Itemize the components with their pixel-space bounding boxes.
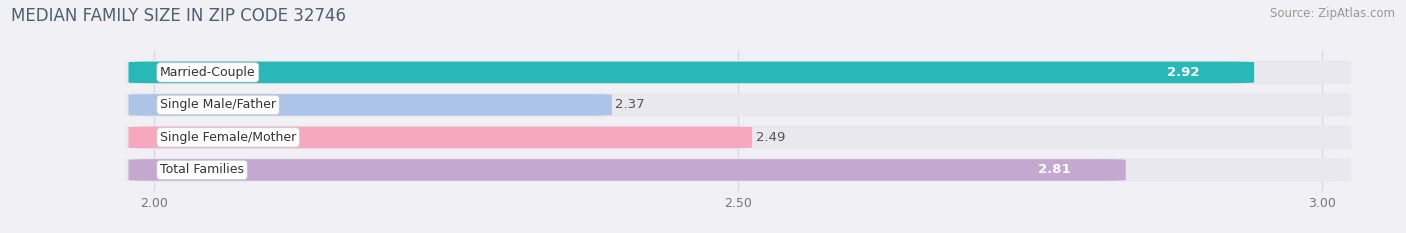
FancyBboxPatch shape	[128, 94, 612, 116]
Text: Total Families: Total Families	[160, 163, 245, 176]
Text: 2.49: 2.49	[755, 131, 785, 144]
Text: 2.81: 2.81	[1038, 163, 1071, 176]
Text: 2.92: 2.92	[1167, 66, 1199, 79]
FancyBboxPatch shape	[125, 93, 1351, 117]
Text: Single Male/Father: Single Male/Father	[160, 98, 276, 111]
FancyBboxPatch shape	[128, 127, 752, 148]
FancyBboxPatch shape	[125, 126, 1351, 149]
Text: Source: ZipAtlas.com: Source: ZipAtlas.com	[1270, 7, 1395, 20]
FancyBboxPatch shape	[125, 61, 1351, 84]
Text: Married-Couple: Married-Couple	[160, 66, 256, 79]
Text: MEDIAN FAMILY SIZE IN ZIP CODE 32746: MEDIAN FAMILY SIZE IN ZIP CODE 32746	[11, 7, 346, 25]
Text: Single Female/Mother: Single Female/Mother	[160, 131, 297, 144]
Text: 2.37: 2.37	[616, 98, 645, 111]
FancyBboxPatch shape	[128, 159, 1126, 181]
FancyBboxPatch shape	[125, 158, 1351, 182]
FancyBboxPatch shape	[128, 62, 1254, 83]
